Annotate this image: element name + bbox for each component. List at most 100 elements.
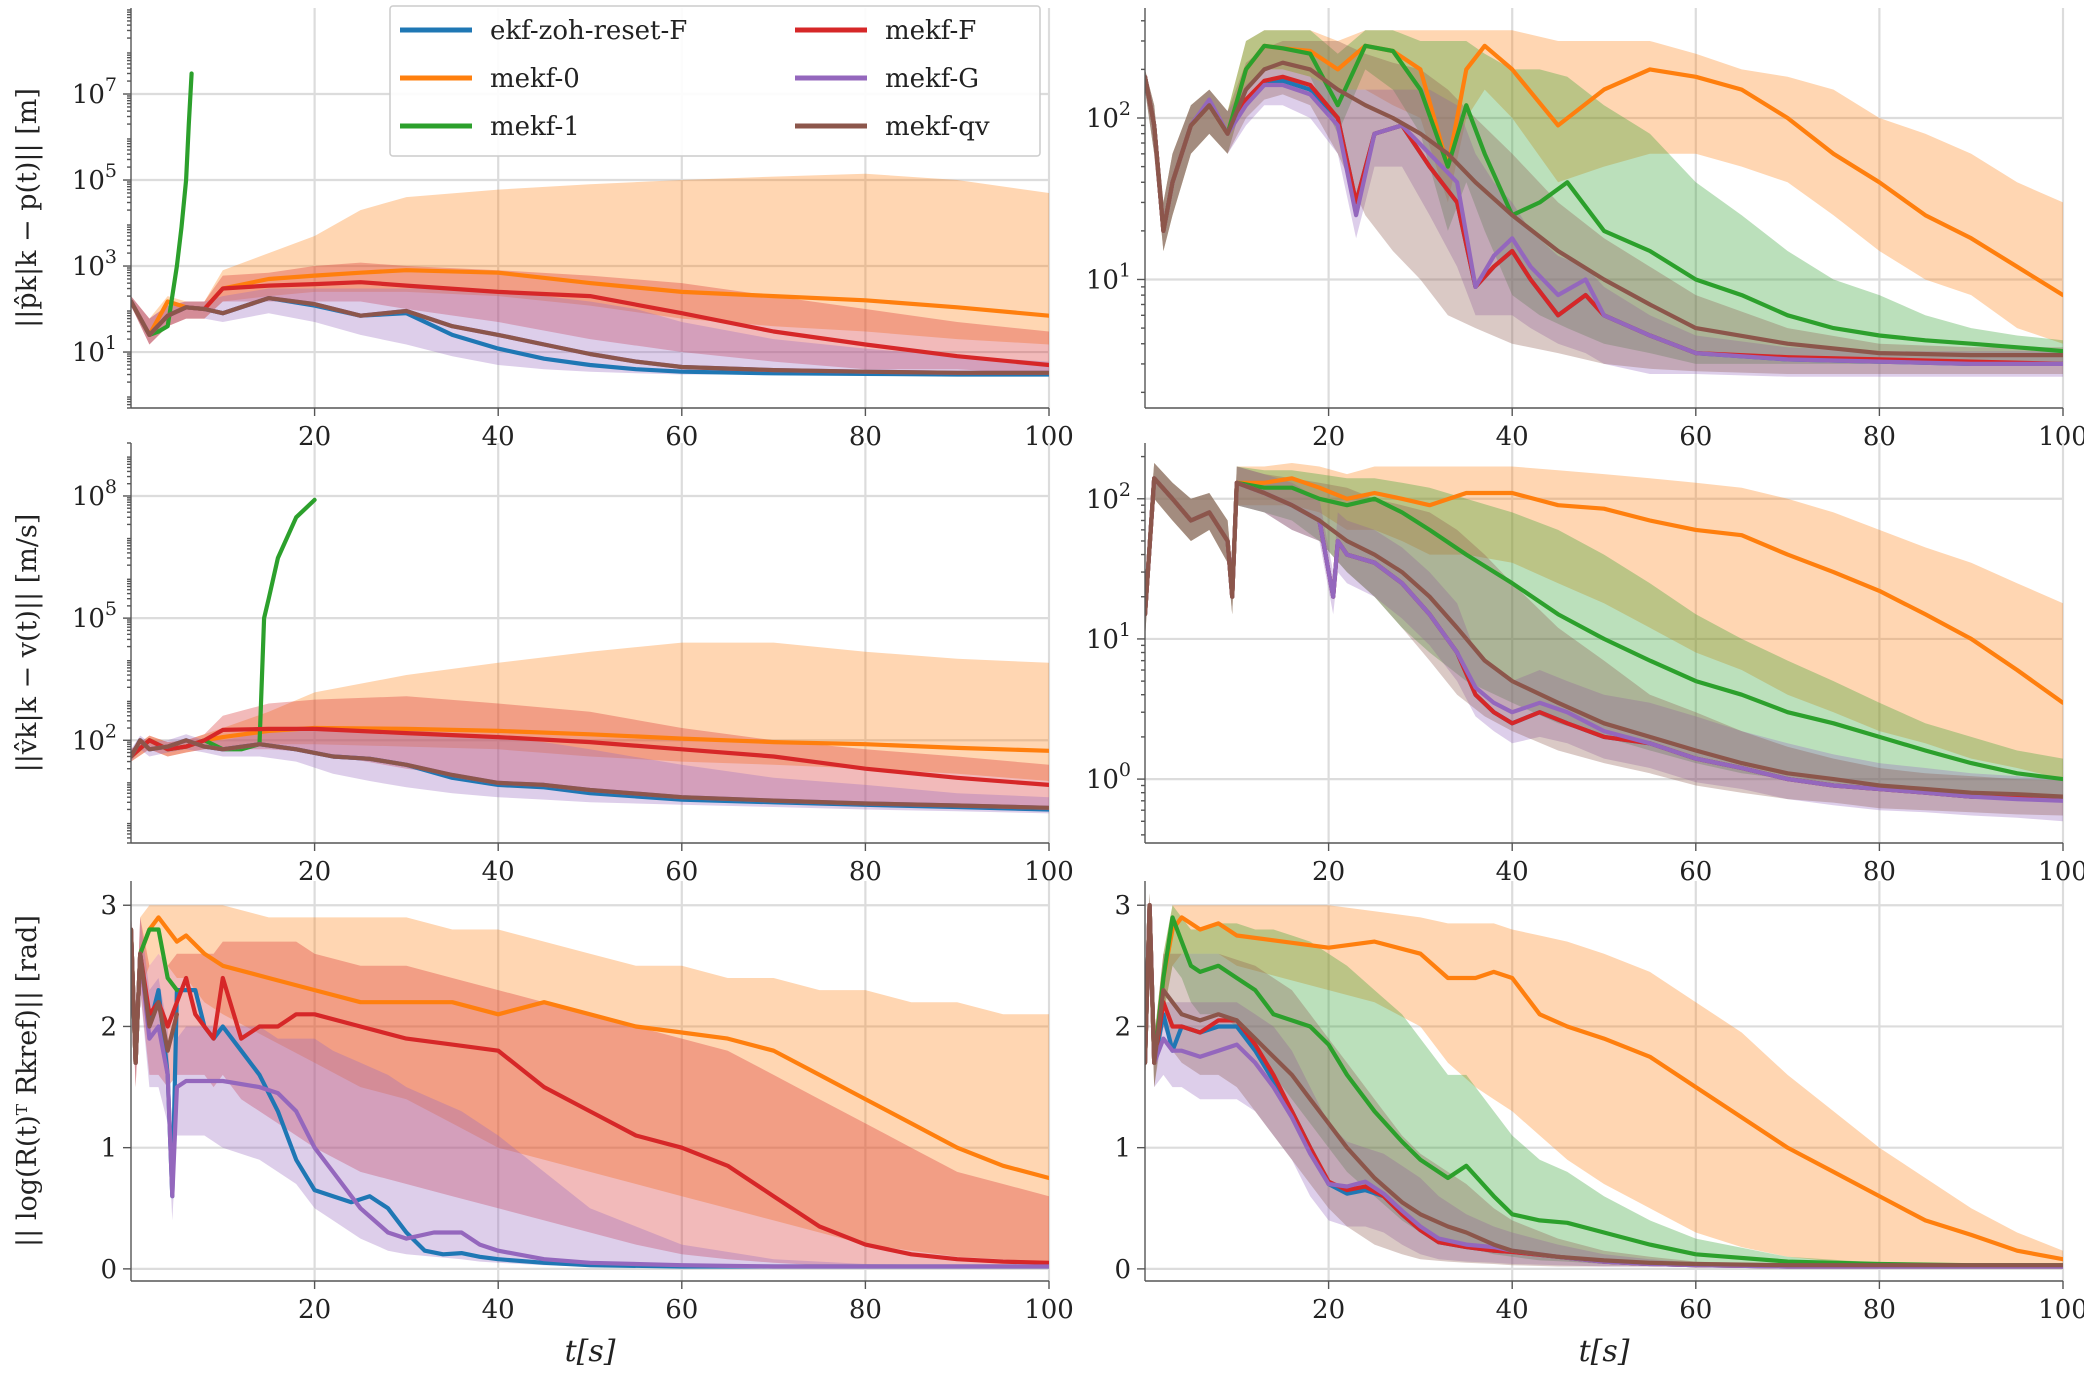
x-tick-label: 40 [1496,1295,1529,1325]
series-line-mekf-qv [131,296,1049,375]
x-tick-label: 20 [298,1295,331,1325]
series-line-mekf-qv [131,738,1049,810]
series-line-mekf-1 [1145,903,2063,1268]
legend-label: ekf-zoh-reset-F [490,16,687,46]
y-tick-label: 1 [1114,1134,1131,1164]
plot-area [131,497,1049,814]
plot-area [131,71,1049,377]
x-axis-label: t[s] [565,1334,616,1369]
band-mekf-F [131,696,1049,808]
series-line-mekf-qv [131,927,179,1065]
band-mekf-F [131,905,1049,1267]
x-tick-label: 80 [849,1295,882,1325]
series-line-mekf-0 [131,915,1049,1181]
y-axis-label: || log(R(t)ᵀ Rkref)|| [rad] [12,915,43,1247]
series-line-mekf-F [131,927,1049,1265]
series-line-mekf-0 [1145,903,2063,1262]
band-mekf-1 [1145,893,2063,1267]
y-tick-label: 2 [1114,1012,1131,1042]
band-mekf-F [131,262,1049,375]
band-mekf-1 [1145,463,2063,801]
band-mekf-qv [1145,893,2063,1267]
legend-label: mekf-1 [490,112,580,142]
y-tick-label: 102 [1086,98,1131,134]
x-tick-label: 60 [1679,1295,1712,1325]
y-tick-label: 107 [72,74,117,110]
series-line-mekf-qv [1145,903,2063,1268]
chart-panel-5: 20 40 60 80 100 0 1 2 3 || log(R(t)ᵀ Rkref)|| [ra… [12,881,1074,1369]
x-tick-label: 100 [1024,1295,1074,1325]
y-tick-label: 3 [1114,891,1131,921]
legend-box [389,5,1041,157]
plot-area [1145,30,2063,377]
legend-item: mekf-qv [795,112,990,142]
series-line-mekf-1 [131,71,194,337]
series-line-mekf-0 [131,268,1049,337]
band-mekf-0 [1145,30,2063,344]
band-mekf-0 [131,642,1049,781]
y-tick-label: 102 [72,720,117,756]
y-tick-label: 105 [72,160,117,196]
x-tick-label: 40 [482,1295,515,1325]
legend-label: mekf-F [885,16,976,46]
grid [131,881,1051,1281]
series-line-mekf-qv [1145,476,2063,799]
legend-item: mekf-F [795,16,976,46]
y-tick-label: 105 [72,598,117,634]
series-line-mekf-qv [1145,60,2063,358]
grid [1145,881,2065,1281]
legend-item: mekf-G [795,64,979,94]
x-tick-label: 100 [2038,857,2084,887]
y-tick-label: 2 [100,1012,117,1042]
band-mekf-qv [1145,41,2063,374]
y-tick-label: 102 [1086,479,1131,515]
y-tick-label: 100 [1086,759,1131,795]
legend: ekf-zoh-reset-F mekf-0 mekf-1 mekf-F mekf-G m… [389,5,1041,157]
series-line-mekf-F [131,726,1049,788]
series-line-mekf-G [131,927,1049,1269]
y-axis-label: ||p̂k|k − p(t)|| [m] [12,88,43,328]
y-tick-label: 101 [1086,619,1131,655]
y-tick-label: 0 [100,1255,117,1285]
y-tick-label: 101 [72,332,117,368]
band-mekf-G [1145,893,2063,1267]
legend-label: mekf-qv [885,112,990,142]
x-tick-label: 100 [2038,1295,2084,1325]
x-tick-label: 60 [665,1295,698,1325]
legend-item: ekf-zoh-reset-F [400,16,687,46]
legend-item: mekf-0 [400,64,580,94]
plot-area [1145,463,2063,822]
band-mekf-G [131,905,1049,1267]
plot-area [131,905,1049,1269]
band-mekf-G [131,288,1049,375]
band-mekf-0 [1145,463,2063,780]
y-tick-label: 3 [100,891,117,921]
band-mekf-1 [1145,30,2063,364]
x-tick-label: 80 [1863,1295,1896,1325]
band-mekf-G [131,729,1049,814]
y-axis-label: ||v̂k|k − v(t)|| [m/s] [12,514,43,773]
y-tick-label: 108 [72,476,117,512]
x-tick-label: 100 [2038,422,2084,452]
band-mekf-G [1145,69,2063,377]
legend-label: mekf-G [885,64,979,94]
chart-panel-6: 20 40 60 80 100 0 1 2 3 t[s] [1114,881,2084,1369]
y-tick-label: 103 [72,246,117,282]
y-tick-label: 1 [100,1134,117,1164]
plot-area [1145,893,2063,1269]
grid [1145,443,2065,843]
legend-item: mekf-1 [400,112,580,142]
band-mekf-0 [131,173,1049,345]
grid [131,443,1051,843]
band-mekf-qv [1145,463,2063,816]
legend-label: mekf-0 [490,64,580,94]
x-tick-label: 20 [1312,1295,1345,1325]
series-line-mekf-G [1145,74,2063,366]
x-axis-label: t[s] [1579,1334,1630,1369]
